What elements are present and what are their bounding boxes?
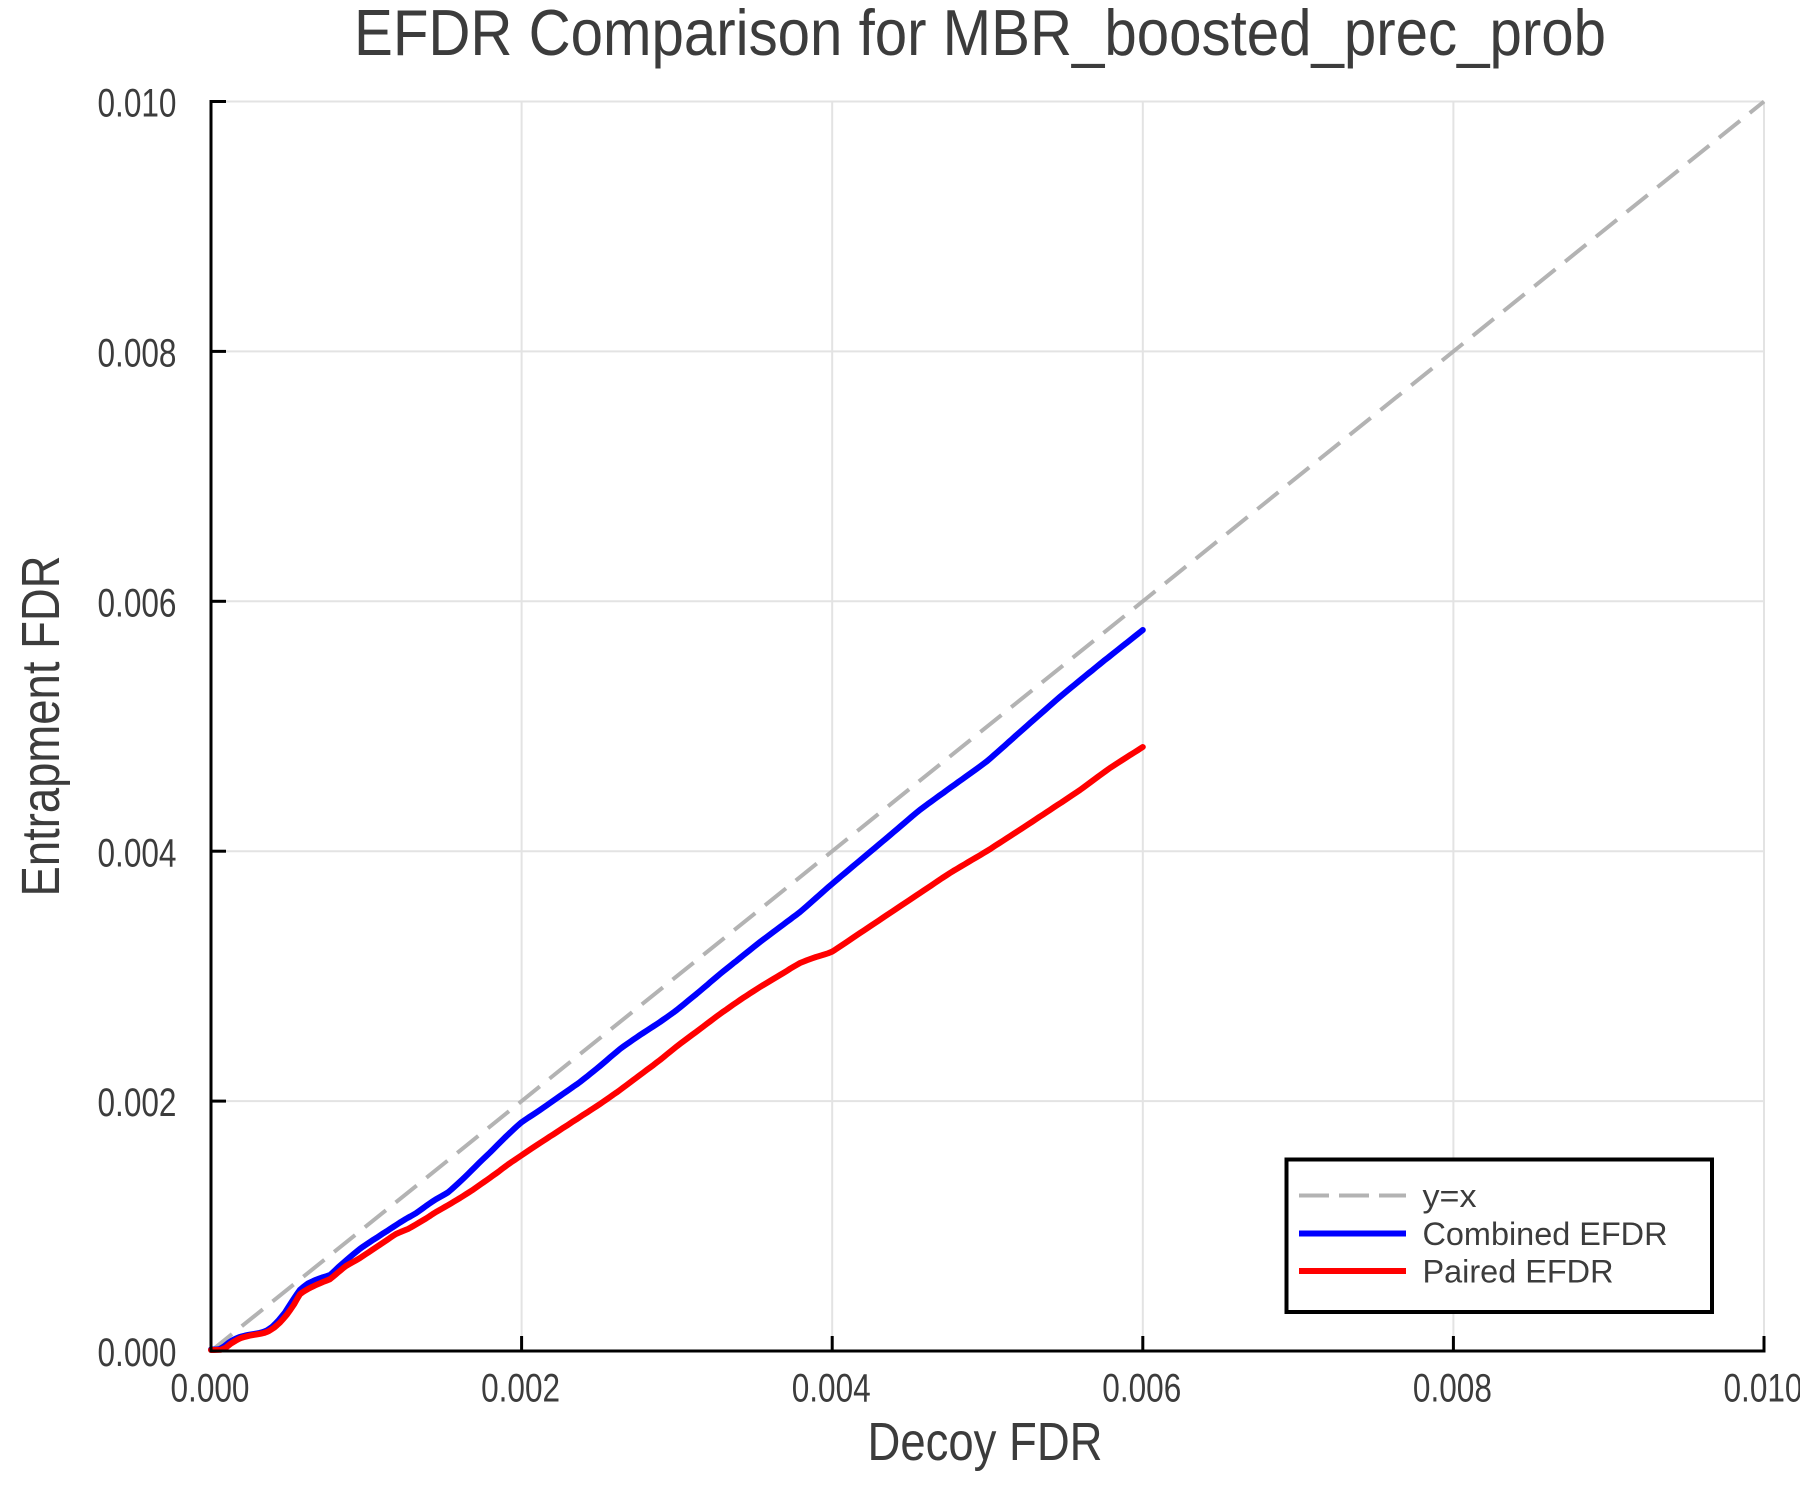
svg-text:0.002: 0.002 [481,1366,560,1410]
svg-text:y=x: y=x [1423,1178,1477,1214]
svg-text:0.010: 0.010 [1724,1366,1800,1410]
svg-text:Decoy FDR: Decoy FDR [868,1412,1103,1472]
svg-text:0.004: 0.004 [98,831,177,875]
svg-text:0.008: 0.008 [1413,1366,1492,1410]
svg-text:0.000: 0.000 [171,1366,250,1410]
svg-text:0.006: 0.006 [1102,1366,1181,1410]
svg-text:0.008: 0.008 [98,332,177,376]
svg-text:0.002: 0.002 [98,1081,177,1125]
svg-text:0.010: 0.010 [98,82,177,126]
svg-text:Combined EFDR: Combined EFDR [1423,1216,1668,1252]
svg-text:EFDR Comparison for MBR_booste: EFDR Comparison for MBR_boosted_prec_pro… [354,0,1606,69]
svg-text:Paired EFDR: Paired EFDR [1423,1253,1614,1289]
svg-text:0.000: 0.000 [98,1331,177,1375]
svg-text:0.006: 0.006 [98,581,177,625]
svg-text:0.004: 0.004 [792,1366,871,1410]
svg-text:Entrapment FDR: Entrapment FDR [11,556,71,897]
